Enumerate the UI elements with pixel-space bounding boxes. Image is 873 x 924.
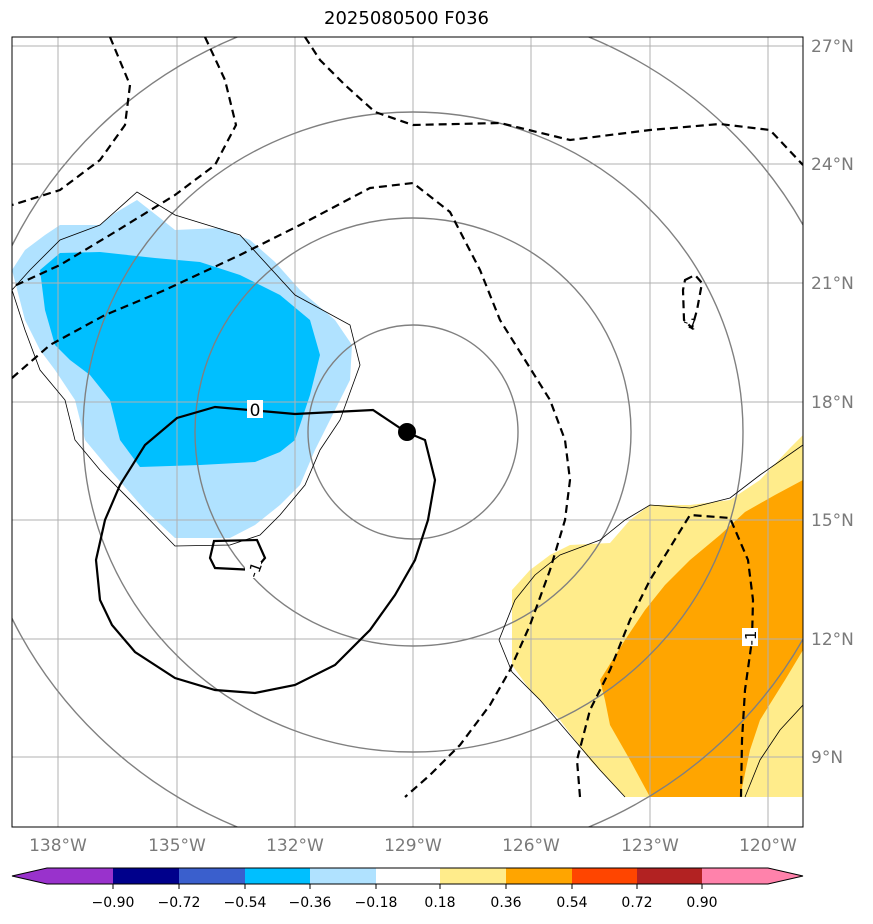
- storm-center-marker[interactable]: [398, 423, 416, 441]
- lon-label: 138°W: [29, 836, 87, 856]
- region-outlines: [12, 191, 803, 798]
- lat-label: 27°N: [811, 37, 854, 57]
- range-rings: [12, 37, 803, 827]
- gridlines: [12, 37, 803, 827]
- map-title: 2025080500 F036: [324, 8, 489, 29]
- lat-label: 12°N: [811, 630, 854, 650]
- latitude-labels: 27°N 24°N 21°N 18°N 15°N 12°N 9°N: [811, 37, 854, 768]
- colorbar-segment: [637, 868, 702, 884]
- colorbar-segment: [376, 868, 440, 884]
- colorbar-segment: [12, 868, 113, 884]
- contour-label-minus-one-north: -1: [681, 314, 700, 334]
- colorbar-tick-label: −0.72: [158, 895, 201, 911]
- colorbar-segment: [440, 868, 506, 884]
- colorbar-tick-label: −0.90: [92, 895, 135, 911]
- colorbar-tick-label: 0.36: [490, 895, 521, 911]
- longitude-labels: 138°W 135°W 132°W 129°W 126°W 123°W 120°…: [29, 836, 797, 856]
- lon-label: 126°W: [502, 836, 560, 856]
- colorbar-segment: [506, 868, 572, 884]
- lat-label: 24°N: [811, 155, 854, 175]
- colorbar-segment: [113, 868, 179, 884]
- colorbar-tick-label: −0.36: [289, 895, 332, 911]
- contour-label-zero: 0: [250, 401, 261, 421]
- dashed-contours: [12, 37, 803, 798]
- colorbar-segment: [572, 868, 637, 884]
- colorbar-outline: [11, 867, 804, 885]
- lon-label: 132°W: [266, 836, 324, 856]
- colorbar-segment: [702, 868, 803, 884]
- lat-label: 21°N: [811, 274, 854, 294]
- colorbar-tick-label: 0.54: [556, 895, 587, 911]
- map-frame: [11, 36, 804, 828]
- contour-label-minus-one-east: -1: [742, 631, 760, 646]
- lon-label: 129°W: [384, 836, 442, 856]
- colorbar-tick-label: −0.18: [355, 895, 398, 911]
- colorbar-segment: [310, 868, 376, 884]
- colorbar-tick-label: −0.54: [224, 895, 267, 911]
- contour-label-minus-one: -1: [244, 560, 266, 580]
- lon-label: 120°W: [739, 836, 797, 856]
- lat-label: 18°N: [811, 393, 854, 413]
- lat-label: 15°N: [811, 511, 854, 531]
- colorbar: −0.90 −0.72 −0.54 −0.36 −0.18 0.18 0.36 …: [11, 867, 804, 911]
- lon-label: 123°W: [621, 836, 679, 856]
- colorbar-tick-label: 0.72: [621, 895, 652, 911]
- colorbar-tick-label: 0.18: [424, 895, 455, 911]
- colorbar-segment: [245, 868, 310, 884]
- colorbar-tick-label: 0.90: [686, 895, 717, 911]
- colorbar-segment: [179, 868, 245, 884]
- lon-label: 135°W: [148, 836, 206, 856]
- lat-label: 9°N: [811, 748, 843, 768]
